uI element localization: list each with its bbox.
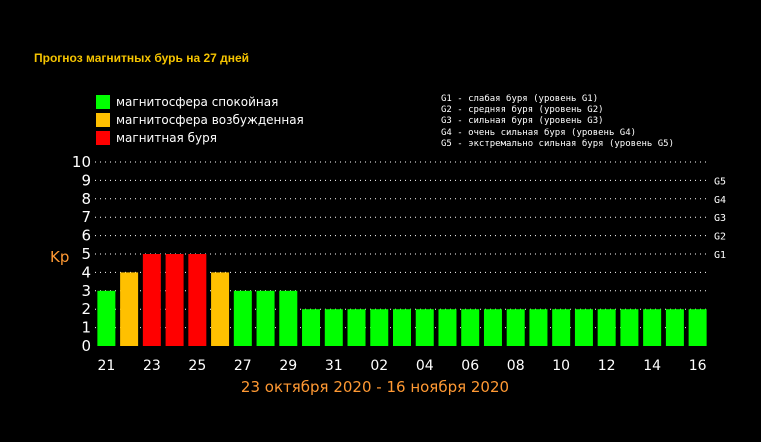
y-axis-label: Kp xyxy=(50,248,69,266)
y-tick-label: 4 xyxy=(81,263,91,281)
y-tick-label: 6 xyxy=(81,227,91,245)
g-level-tick-label: G3 xyxy=(714,213,726,224)
x-tick-label: 14 xyxy=(643,358,661,374)
x-tick-label: 25 xyxy=(188,358,206,374)
legend-label-excited: магнитосфера возбужденная xyxy=(116,113,304,127)
kp-bar xyxy=(393,309,411,346)
kp-bar xyxy=(483,309,502,346)
x-tick-label: 16 xyxy=(689,358,707,374)
kp-bar xyxy=(324,309,343,346)
legend-swatch-excited xyxy=(96,113,110,127)
kp-bar xyxy=(597,309,616,346)
kp-bar xyxy=(97,290,116,346)
y-tick-label: 2 xyxy=(81,300,91,318)
legend-label-quiet: магнитосфера спокойная xyxy=(116,95,279,109)
g-level-tick-label: G2 xyxy=(714,232,726,243)
storm-level-g4: G4 - очень сильная буря (уровень G4) xyxy=(441,127,637,138)
y-tick-label: 5 xyxy=(81,245,91,263)
legend-item-excited: магнитосфера возбужденная xyxy=(96,112,304,128)
kp-bar xyxy=(506,309,525,346)
chart-title: Прогноз магнитных бурь на 27 дней xyxy=(34,51,250,65)
storm-level-g5: G5 - экстремально сильная буря (уровень … xyxy=(441,138,674,149)
x-tick-label: 23 xyxy=(143,358,161,374)
y-tick-label: 10 xyxy=(72,153,91,171)
x-tick-label: 29 xyxy=(279,358,297,374)
kp-bar xyxy=(461,309,480,346)
x-tick-label: 08 xyxy=(507,358,525,374)
kp-bar xyxy=(370,309,389,346)
kp-bar xyxy=(574,309,593,346)
legend-item-storm: магнитная буря xyxy=(96,130,217,146)
legend-swatch-quiet xyxy=(96,95,110,109)
kp-bar xyxy=(347,309,366,346)
g-level-tick-label: G4 xyxy=(714,195,726,206)
kp-bar xyxy=(688,309,707,346)
y-tick-label: 0 xyxy=(81,337,91,355)
kp-bar xyxy=(165,254,184,346)
y-tick-label: 8 xyxy=(81,190,91,208)
kp-bar xyxy=(279,290,298,346)
x-tick-label: 02 xyxy=(370,358,388,374)
kp-bar xyxy=(438,309,457,346)
kp-bar xyxy=(643,309,662,346)
x-tick-label: 21 xyxy=(97,358,115,374)
x-axis-date-range: 23 октября 2020 - 16 ноября 2020 xyxy=(241,378,509,396)
kp-bar xyxy=(256,290,275,346)
kp-bar xyxy=(302,309,321,346)
storm-level-g3: G3 - сильная буря (уровень G3) xyxy=(441,116,604,127)
legend-swatch-storm xyxy=(96,131,110,145)
kp-bar xyxy=(233,290,252,346)
y-tick-label: 7 xyxy=(81,208,91,226)
kp-bar xyxy=(529,309,548,346)
storm-level-g2: G2 - средняя буря (уровень G2) xyxy=(441,105,604,116)
x-tick-label: 27 xyxy=(234,358,252,374)
kp-bar xyxy=(415,309,434,346)
x-tick-label: 31 xyxy=(325,358,343,374)
kp-bar xyxy=(211,272,230,346)
x-tick-label: 12 xyxy=(598,358,616,374)
x-tick-label: 06 xyxy=(461,358,479,374)
storm-level-g1: G1 - слабая буря (уровень G1) xyxy=(441,94,599,104)
g-level-tick-label: G5 xyxy=(714,176,726,187)
kp-bar xyxy=(142,254,161,346)
x-tick-label: 10 xyxy=(552,358,570,374)
y-tick-label: 3 xyxy=(81,282,91,300)
storm-level-legend: G1 - слабая буря (уровень G1) G2 - средн… xyxy=(441,94,674,150)
kp-bar xyxy=(552,309,571,346)
g-level-tick-label: G1 xyxy=(714,250,726,261)
y-tick-label: 9 xyxy=(81,171,91,189)
kp-bar xyxy=(120,272,139,346)
kp-bar xyxy=(188,254,207,346)
legend-item-quiet: магнитосфера спокойная xyxy=(96,94,278,110)
x-tick-label: 04 xyxy=(416,358,434,374)
y-tick-label: 1 xyxy=(81,319,91,337)
kp-bar xyxy=(620,309,639,346)
legend-label-storm: магнитная буря xyxy=(116,131,217,145)
kp-bar xyxy=(665,309,684,346)
